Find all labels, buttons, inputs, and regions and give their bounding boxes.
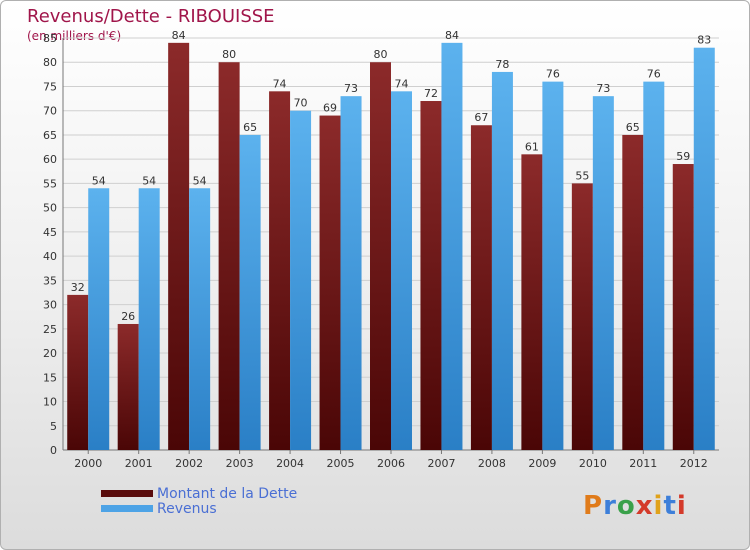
y-tick-label: 75 [43,80,57,93]
y-tick-label: 55 [43,177,57,190]
y-tick-label: 85 [43,32,57,45]
y-tick-label: 20 [43,347,57,360]
x-tick-label: 2001 [125,457,153,470]
bar-revenue-2004 [290,110,312,451]
data-label: 70 [294,97,308,110]
data-label: 73 [344,82,358,95]
x-tick-label: 2003 [226,457,254,470]
bar-revenue-2003 [239,134,261,451]
bar-debt-2010 [571,183,593,451]
data-label: 54 [193,174,207,187]
bar-revenue-2000 [88,188,110,450]
data-label: 61 [525,140,539,153]
data-label: 67 [474,111,488,124]
bar-debt-2012 [672,164,694,450]
data-label: 80 [374,48,388,61]
chart-subtitle: (en milliers d'€) [27,29,122,43]
x-tick-label: 2010 [579,457,607,470]
bar-debt-2006 [370,62,391,451]
legend-swatch-revenue [101,505,153,512]
logo-letter: o [616,491,636,521]
data-label: 76 [546,68,560,81]
x-tick-label: 2000 [74,457,102,470]
bar-revenue-2010 [592,96,614,450]
y-tick-label: 30 [43,299,57,312]
x-tick-label: 2002 [175,457,203,470]
y-tick-label: 80 [43,56,57,69]
data-label: 55 [575,169,589,182]
data-label: 78 [495,58,509,71]
proxiti-logo: Proxiti [583,491,687,521]
bar-debt-2001 [117,323,139,450]
data-label: 65 [626,121,640,134]
logo-letter: r [603,491,617,521]
data-label: 76 [647,68,661,81]
logo-letter: i [653,491,664,521]
y-tick-label: 5 [50,420,57,433]
y-tick-label: 15 [43,371,57,384]
y-tick-label: 35 [43,274,57,287]
x-tick-label: 2011 [629,457,657,470]
bar-debt-2007 [420,101,442,450]
bar-debt-2004 [269,91,291,450]
bar-revenue-2007 [441,42,463,451]
y-tick-label: 40 [43,250,57,263]
data-label: 69 [323,102,337,115]
bar-debt-2009 [521,154,543,450]
data-label: 74 [395,77,409,90]
x-tick-label: 2004 [276,457,304,470]
x-tick-label: 2005 [327,457,355,470]
data-label: 65 [243,121,257,134]
legend-label-debt: Montant de la Dette [157,486,298,502]
bar-debt-2003 [218,62,240,451]
data-label: 54 [92,174,106,187]
data-label: 59 [676,150,690,163]
bar-revenue-2005 [340,96,362,450]
x-tick-label: 2006 [377,457,405,470]
data-label: 72 [424,87,438,100]
data-label: 83 [697,34,711,47]
data-label: 73 [596,82,610,95]
x-tick-label: 2009 [528,457,556,470]
bar-revenue-2008 [491,71,513,450]
data-label: 54 [142,174,156,187]
logo-letter: i [676,491,687,521]
logo-letter: x [635,491,654,521]
bar-debt-2002 [168,42,190,451]
y-tick-label: 60 [43,153,57,166]
bar-revenue-2002 [189,188,211,450]
chart-title: Revenus/Dette - RIBOUISSE [27,6,275,27]
data-label: 80 [222,48,236,61]
data-label: 74 [273,77,287,90]
y-tick-label: 10 [43,396,57,409]
x-tick-label: 2007 [427,457,455,470]
data-label: 84 [172,29,186,42]
bar-revenue-2006 [391,91,412,450]
y-tick-label: 50 [43,202,57,215]
data-label: 26 [121,310,135,323]
bar-debt-2000 [67,294,89,450]
legend-label-revenue: Revenus [157,501,217,517]
y-tick-label: 25 [43,323,57,336]
legend-swatch-debt [101,490,153,497]
x-tick-label: 2008 [478,457,506,470]
data-label: 84 [445,29,459,42]
bar-debt-2005 [319,115,341,450]
bar-revenue-2009 [542,81,564,450]
y-tick-label: 65 [43,129,57,142]
bar-revenue-2012 [693,47,715,450]
bar-revenue-2001 [138,188,160,450]
bar-debt-2008 [470,125,492,450]
logo-letter: P [583,491,604,521]
bar-debt-2011 [622,134,644,451]
y-tick-label: 45 [43,226,57,239]
y-tick-label: 70 [43,105,57,118]
x-tick-label: 2012 [680,457,708,470]
bar-revenue-2011 [643,81,665,450]
data-label: 32 [71,281,85,294]
logo-letter: t [663,491,677,521]
y-tick-label: 0 [50,444,57,457]
